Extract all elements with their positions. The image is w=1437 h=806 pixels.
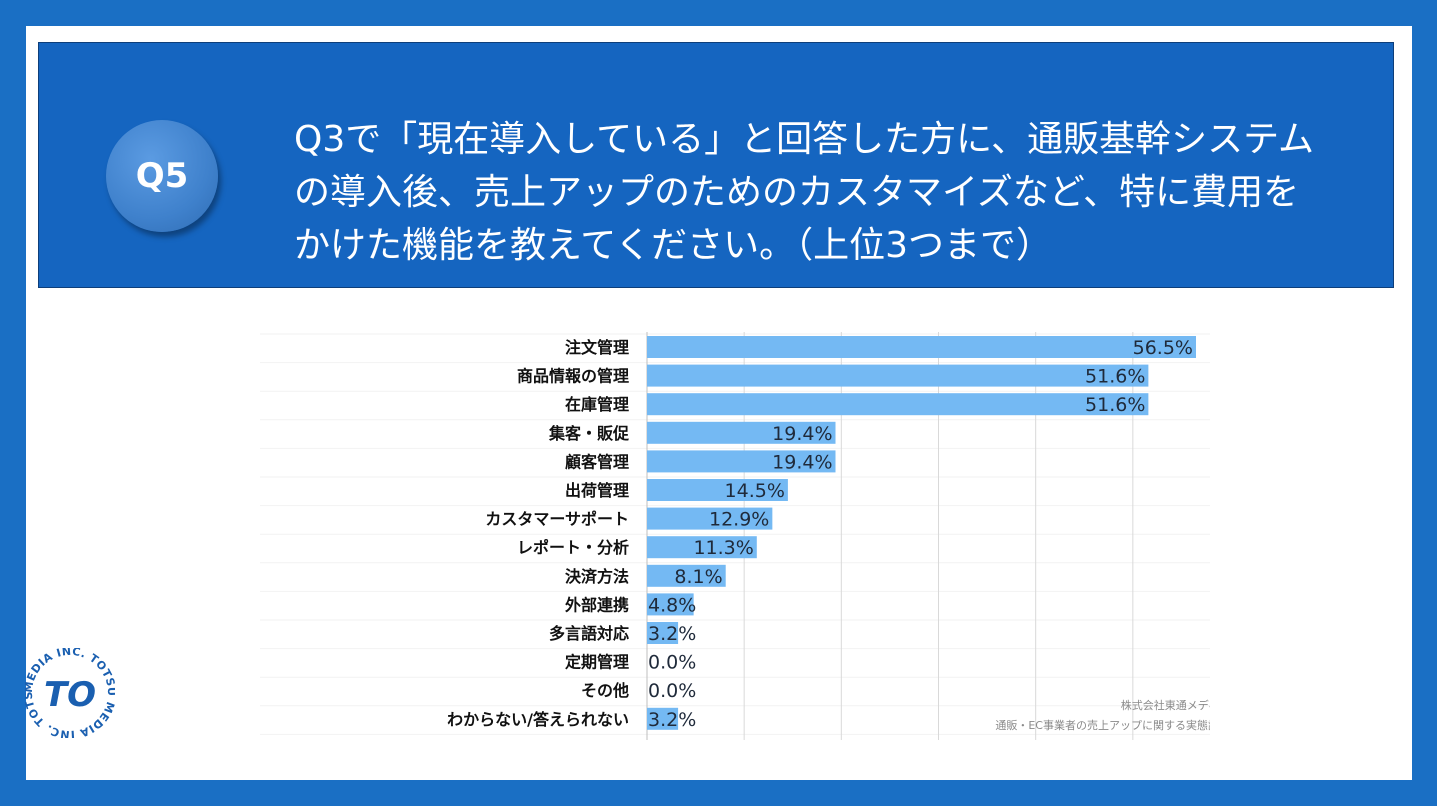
bar	[647, 364, 1149, 387]
value-label: 3.2%	[648, 623, 696, 645]
bar	[647, 450, 836, 473]
bar	[647, 622, 679, 644]
question-text: Q3で「現在導入している」と回答した方に、通販基幹システム の導入後、売上アップ…	[294, 113, 1384, 272]
category-label: レポート・分析	[517, 538, 629, 557]
value-label: 19.4%	[772, 423, 832, 445]
bar	[647, 593, 694, 616]
source-note: 通販・EC事業者の売上アップに関する実態調査	[995, 718, 1210, 732]
bar	[647, 507, 773, 530]
category-label: その他	[581, 681, 629, 700]
value-label: 3.2%	[648, 709, 696, 731]
value-label: 8.1%	[674, 566, 722, 588]
question-line: の導入後、売上アップのためのカスタマイズなど、特に費用を	[294, 172, 1300, 213]
category-label: 多言語対応	[549, 624, 629, 643]
value-label: 12.9%	[709, 509, 769, 531]
category-label: 外部連携	[564, 595, 629, 614]
bar	[647, 336, 1196, 358]
bar	[647, 421, 836, 444]
category-label: カスタマーサポート	[485, 510, 629, 529]
slide-canvas: Q5 Q3で「現在導入している」と回答した方に、通販基幹システム の導入後、売上…	[26, 26, 1412, 780]
category-label: 決済方法	[565, 567, 629, 586]
value-label: 56.5%	[1133, 337, 1193, 359]
bar	[647, 564, 726, 587]
value-label: 51.6%	[1085, 366, 1145, 388]
question-header: Q5 Q3で「現在導入している」と回答した方に、通販基幹システム の導入後、売上…	[38, 42, 1394, 288]
category-label: 定期管理	[564, 653, 629, 672]
category-label: 注文管理	[565, 338, 629, 357]
category-label: 集客・販促	[548, 424, 630, 443]
category-label: 顧客管理	[565, 452, 629, 471]
question-number-badge: Q5	[106, 120, 218, 232]
chart-svg: 注文管理 56.5% 商品情報の管理 51.6% 在庫管理 51.6% 集客・販促 19.4%…	[260, 332, 1231, 752]
bar-chart: 注文管理 56.5% 商品情報の管理 51.6% 在庫管理 51.6% 集客・販促 19.4%…	[230, 290, 1231, 752]
category-label: 商品情報の管理	[517, 367, 629, 386]
totsu-media-logo: MEDIA INC. TOTSU MEDIA INC. TOTSU TO	[20, 638, 117, 741]
value-label: 11.3%	[693, 537, 753, 559]
value-label: 4.8%	[648, 594, 696, 616]
category-label: 出荷管理	[565, 481, 629, 500]
logo-mark: TO	[44, 675, 96, 715]
bar	[647, 479, 788, 501]
source-note: 株式会社東通メディア	[1121, 698, 1210, 712]
category-label: わからない/答えられない	[447, 710, 629, 729]
question-line: Q3で「現在導入している」と回答した方に、通販基幹システム	[294, 119, 1315, 160]
bar	[647, 707, 679, 730]
value-label: 51.6%	[1085, 394, 1145, 416]
value-label: 19.4%	[772, 451, 832, 473]
value-label: 0.0%	[648, 652, 696, 674]
bar	[647, 393, 1149, 416]
value-label: 0.0%	[648, 680, 696, 702]
bar	[647, 536, 757, 559]
source-note: (n=62)	[1181, 739, 1210, 740]
question-line: かけた機能を教えてください。（上位3つまで）	[294, 225, 1053, 266]
category-label: 在庫管理	[565, 395, 629, 414]
value-label: 14.5%	[725, 480, 785, 502]
